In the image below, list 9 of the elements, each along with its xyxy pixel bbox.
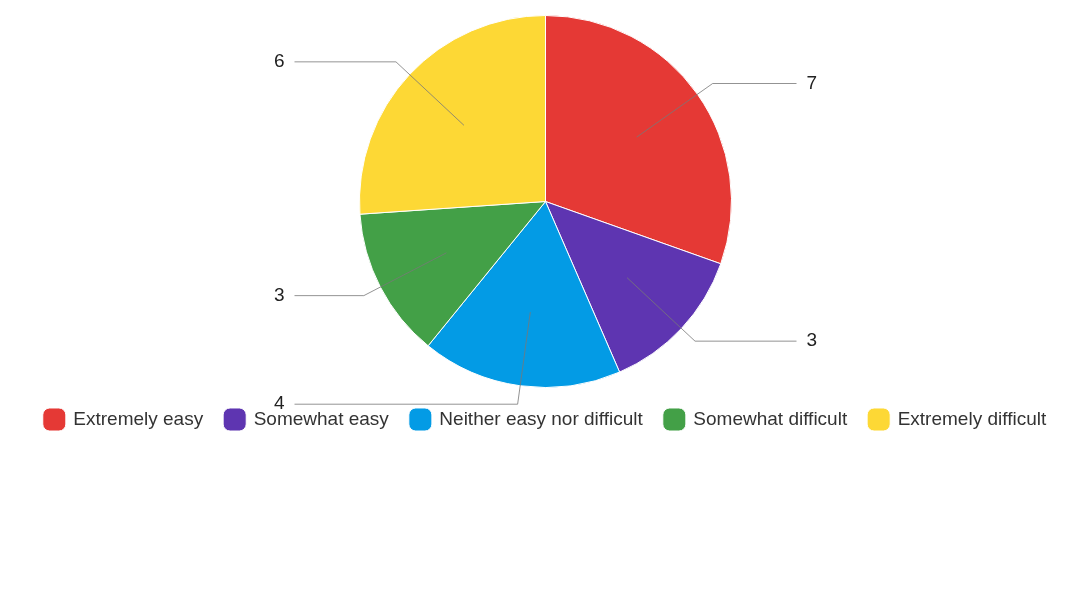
data-label: 7 (806, 71, 818, 93)
legend-label: Somewhat difficult (693, 407, 848, 429)
data-label: 3 (273, 283, 285, 305)
data-label: 6 (273, 50, 285, 72)
legend-label: Neither easy nor difficult (439, 407, 644, 429)
data-label: 4 (273, 392, 285, 414)
data-label: 3 (806, 329, 818, 351)
legend-label: Extremely difficult (897, 407, 1047, 429)
legend-label: Extremely easy (73, 407, 204, 429)
